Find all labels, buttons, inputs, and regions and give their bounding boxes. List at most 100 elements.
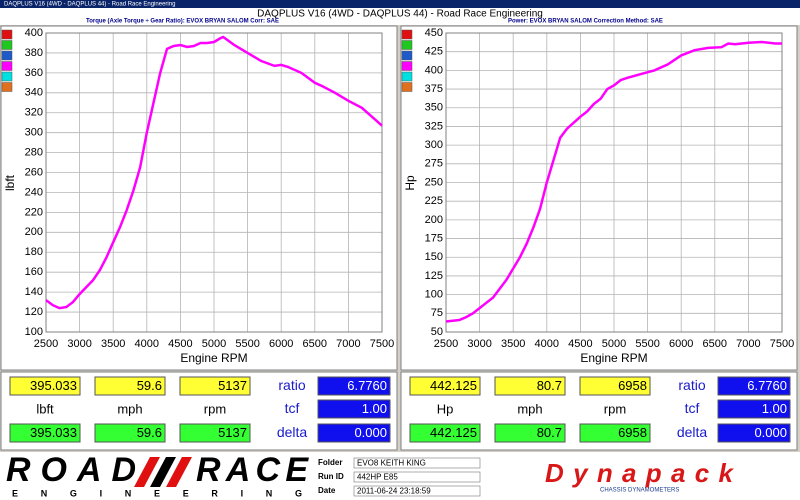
- param-value: 1.00: [762, 401, 787, 416]
- param-label: delta: [277, 424, 308, 440]
- x-tick-label: 7500: [770, 338, 794, 350]
- x-tick-label: 7500: [370, 338, 394, 350]
- value-box: [579, 423, 651, 443]
- logo-sub: E N G I N E E R I N G: [12, 488, 302, 498]
- value-top: 80.7: [537, 378, 562, 393]
- field-label: Run ID: [318, 472, 344, 481]
- field-box: [353, 471, 481, 483]
- trace-selector: [401, 40, 413, 50]
- y-tick-label: 140: [25, 286, 43, 298]
- value-top: 395.033: [30, 378, 77, 393]
- x-tick-label: 3000: [67, 338, 91, 350]
- chart-panel: 50 75 100 125 150 175 200 225 250 275 300 325 350 375…: [400, 25, 798, 371]
- param-box: [717, 376, 791, 396]
- field-label: Date: [318, 486, 336, 495]
- x-tick-label: 5500: [235, 338, 259, 350]
- field-value: 2011-06-24 23:18:59: [357, 487, 431, 496]
- param-box: [717, 423, 791, 443]
- plot-border: [445, 32, 783, 333]
- title-bar: [0, 0, 800, 8]
- unit-label: rpm: [604, 401, 626, 416]
- chart-panel: 100 120 140 160 180 200 220 240 260 280 300 320 340 3…: [0, 25, 398, 371]
- trace-selector: [401, 29, 413, 40]
- param-box: [317, 399, 391, 419]
- y-tick-label: 450: [425, 27, 443, 39]
- left-subtitle: Torque (Axle Torque ÷ Gear Ratio): EVOX …: [86, 19, 279, 25]
- x-tick-label: 5000: [602, 338, 626, 350]
- field-value: EVO8 KEITH KING: [357, 459, 426, 468]
- y-tick-label: 180: [25, 246, 43, 258]
- param-value: 6.7760: [347, 378, 387, 393]
- param-value: 0.000: [354, 425, 387, 440]
- value-top: 6958: [618, 378, 647, 393]
- unit-label: rpm: [204, 401, 226, 416]
- readout-panel: 442.125 Hp 442.125 80.7 mph 80.7 6958 rpm 6958 ra…: [400, 371, 798, 451]
- y-tick-label: 300: [425, 139, 443, 151]
- x-tick-label: 2500: [34, 338, 58, 350]
- trace-selector: [401, 61, 413, 71]
- x-tick-label: 6500: [703, 338, 727, 350]
- param-label: ratio: [278, 377, 305, 393]
- torque-power-line: [445, 40, 782, 323]
- x-tick-label: 3000: [467, 338, 491, 350]
- y-tick-label: 320: [25, 107, 43, 119]
- logo-slash: [134, 457, 160, 487]
- x-tick-label: 4000: [135, 338, 159, 350]
- field-label: Folder: [318, 458, 342, 467]
- y-tick-label: 100: [25, 326, 43, 338]
- y-tick-label: 380: [25, 47, 43, 59]
- y-tick-label: 425: [425, 46, 443, 58]
- unit-label: Hp: [437, 401, 454, 416]
- value-box: [9, 423, 81, 443]
- x-tick-label: 7000: [736, 338, 760, 350]
- y-tick-label: 400: [425, 64, 443, 76]
- x-tick-label: 4000: [535, 338, 559, 350]
- param-label: ratio: [678, 377, 705, 393]
- x-tick-label: 4500: [568, 338, 592, 350]
- field-box: [353, 457, 481, 469]
- field-value: 442HP E85: [357, 473, 398, 482]
- trace-selector: [1, 50, 13, 61]
- footer: ROAD RACE E N G I N E E R I N G Folder EV…: [0, 451, 800, 500]
- y-tick-label: 340: [25, 87, 43, 99]
- param-value: 6.7760: [747, 378, 787, 393]
- y-tick-label: 150: [425, 251, 443, 263]
- value-box: [9, 376, 81, 396]
- unit-label: mph: [117, 401, 142, 416]
- value-box: [179, 376, 251, 396]
- value-bottom: 442.125: [430, 425, 477, 440]
- unit-label: lbft: [36, 401, 54, 416]
- field-box: [353, 485, 481, 497]
- param-value: 0.000: [754, 425, 787, 440]
- x-tick-label: 4500: [168, 338, 192, 350]
- y-tick-label: 125: [425, 270, 443, 282]
- x-tick-label: 6000: [669, 338, 693, 350]
- x-axis-label: Engine RPM: [580, 351, 647, 365]
- trace-selector: [1, 61, 13, 71]
- value-box: [179, 423, 251, 443]
- value-box: [94, 423, 166, 443]
- y-tick-label: 300: [25, 127, 43, 139]
- value-box: [94, 376, 166, 396]
- brand-sub: CHASSIS DYNAMOMETERS: [600, 488, 679, 494]
- trace-selector: [401, 82, 413, 92]
- y-tick-label: 50: [431, 326, 443, 338]
- trace-selector: [401, 50, 413, 61]
- y-tick-label: 100: [425, 289, 443, 301]
- readout-panel: 395.033 lbft 395.033 59.6 mph 59.6 5137 rpm 5137…: [0, 371, 398, 451]
- param-box: [717, 399, 791, 419]
- header-title: DAQPLUS V16 (4WD - DAQPLUS 44) - Road Ra…: [257, 9, 543, 20]
- y-tick-label: 400: [25, 27, 43, 39]
- value-box: [409, 376, 481, 396]
- value-bottom: 6958: [618, 425, 647, 440]
- y-tick-label: 375: [425, 83, 443, 95]
- value-box: [409, 423, 481, 443]
- y-tick-label: 240: [25, 186, 43, 198]
- y-tick-label: 260: [25, 166, 43, 178]
- value-top: 442.125: [430, 378, 477, 393]
- panel-bg: [0, 25, 398, 371]
- x-tick-label: 5000: [202, 338, 226, 350]
- trace-selector: [1, 40, 13, 50]
